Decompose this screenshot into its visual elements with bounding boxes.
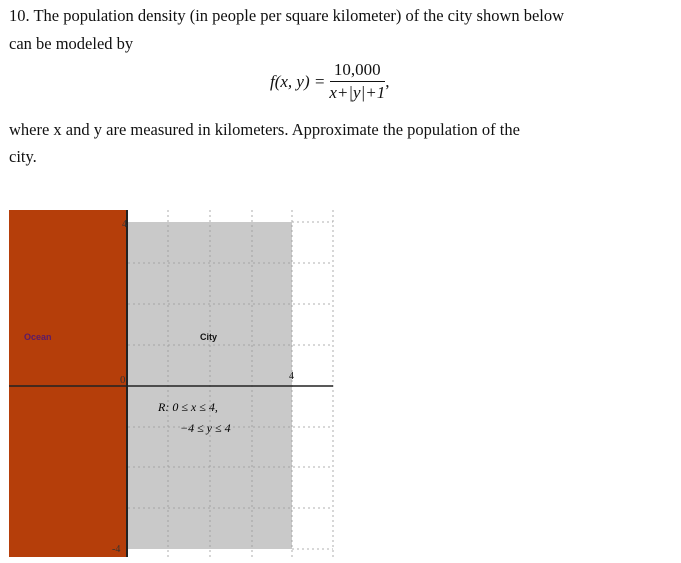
formula-numerator: 10,000 xyxy=(329,60,385,82)
tick-label-y-top: 4 xyxy=(122,219,127,230)
city-label: City xyxy=(200,332,217,342)
problem-line-3: where x and y are measured in kilometers… xyxy=(9,120,520,139)
region-definition-line-2: −4 ≤ y ≤ 4 xyxy=(180,421,231,435)
formula-fraction: 10,000 x+|y|+1 xyxy=(329,60,385,103)
problem-line-1: 10. The population density (in people pe… xyxy=(9,6,565,25)
formula-comma: , xyxy=(385,71,390,91)
ocean-label: Ocean xyxy=(24,332,52,342)
formula-denominator: x+|y|+1 xyxy=(329,83,386,102)
ocean-region xyxy=(9,210,127,557)
region-definition-line-1: R: 0 ≤ x ≤ 4, xyxy=(157,400,218,414)
problem-line-2: can be modeled by xyxy=(9,34,134,53)
density-formula: f(x, y) = 10,000 x+|y|+1 , xyxy=(270,60,390,103)
tick-label-y-bottom: -4 xyxy=(112,544,120,555)
tick-label-x-right: 4 xyxy=(289,371,294,382)
formula-lhs: f(x, y) = xyxy=(270,71,326,91)
grid-lines xyxy=(128,210,334,557)
problem-line-4: city. xyxy=(9,147,37,166)
tick-label-origin: 0 xyxy=(120,374,126,386)
